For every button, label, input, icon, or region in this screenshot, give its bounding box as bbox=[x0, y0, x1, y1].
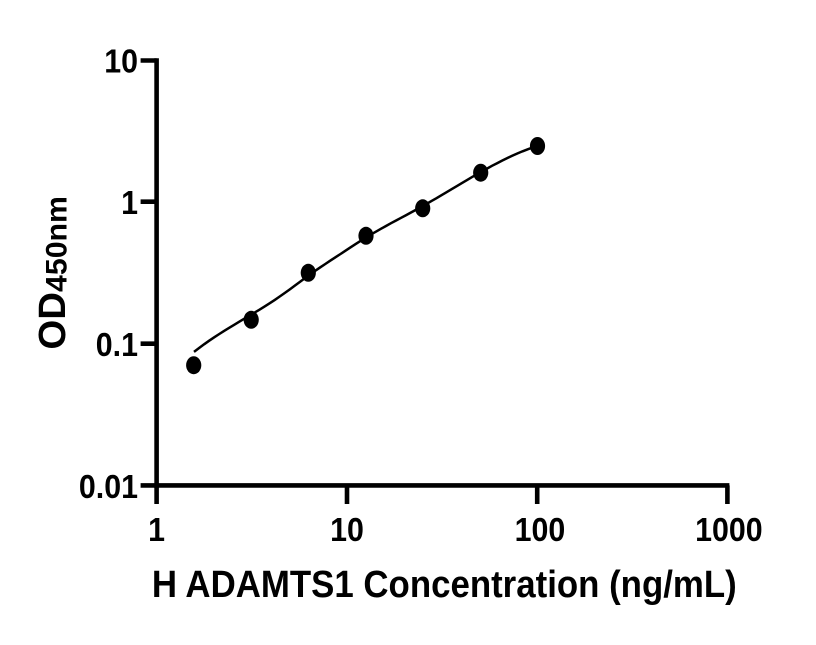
svg-text:100: 100 bbox=[515, 511, 566, 548]
svg-text:10: 10 bbox=[104, 42, 138, 79]
svg-text:0.1: 0.1 bbox=[96, 326, 138, 363]
svg-text:10: 10 bbox=[330, 511, 364, 548]
svg-text:1: 1 bbox=[121, 184, 138, 221]
svg-text:H ADAMTS1 Concentration (ng/mL: H ADAMTS1 Concentration (ng/mL) bbox=[152, 563, 737, 606]
svg-text:1000: 1000 bbox=[695, 511, 763, 548]
svg-text:1: 1 bbox=[148, 511, 165, 548]
svg-text:0.01: 0.01 bbox=[79, 468, 138, 505]
